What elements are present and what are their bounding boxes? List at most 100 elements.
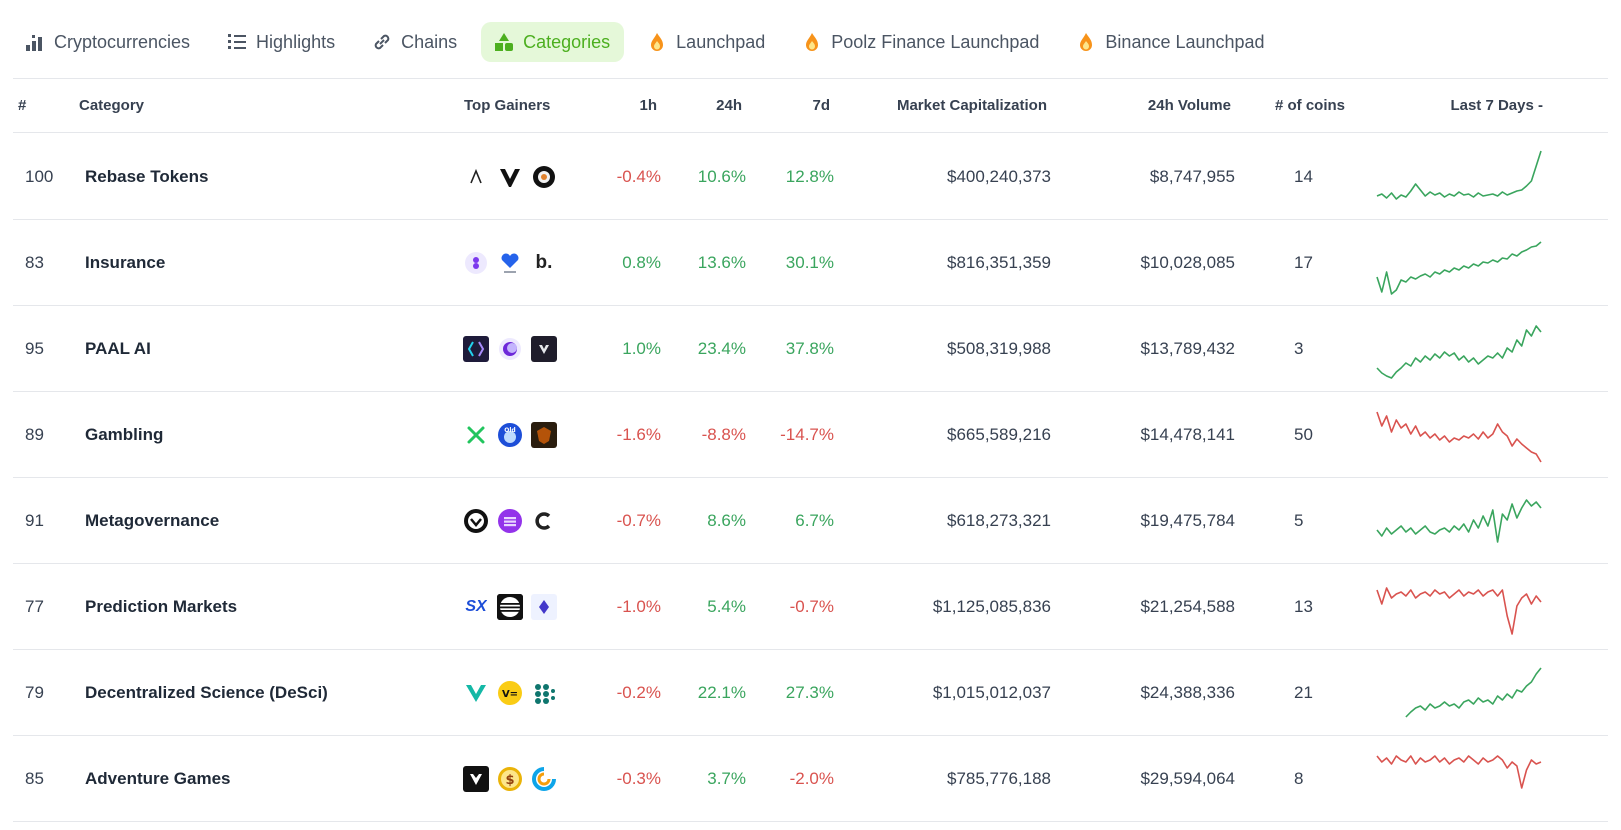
market-cap-cell: $508,319,988 bbox=[947, 339, 1051, 358]
category-link[interactable]: Prediction Markets bbox=[85, 597, 238, 616]
table-row[interactable]: 89 Gambling Old -1.6% -8.8% -14.7% $665,589,21… bbox=[13, 392, 1608, 478]
coins-count: 17 bbox=[1294, 253, 1313, 272]
token-shield-icon[interactable] bbox=[531, 164, 557, 190]
category-link[interactable]: Insurance bbox=[85, 253, 166, 272]
top-gainers-icons: SX bbox=[463, 594, 565, 620]
top-gainers-icons: b. bbox=[463, 250, 565, 276]
category-link[interactable]: PAAL AI bbox=[85, 339, 151, 358]
c-logo-icon[interactable] bbox=[531, 508, 557, 534]
last-7-days-header[interactable]: Last 7 Days - bbox=[1450, 97, 1543, 114]
24h-header[interactable]: 24h bbox=[716, 97, 742, 114]
flame-icon bbox=[646, 31, 668, 53]
change-24h: 5.4% bbox=[707, 597, 746, 616]
svg-text:$: $ bbox=[505, 773, 514, 788]
mask-icon[interactable] bbox=[463, 766, 489, 792]
tab-highlights[interactable]: Highlights bbox=[214, 22, 349, 62]
7d-header[interactable]: 7d bbox=[812, 97, 830, 114]
table-row[interactable]: 91 Metagovernance -0.7% 8.6% 6.7% $618,273,32… bbox=[13, 478, 1608, 564]
rank-cell: 83 bbox=[25, 253, 44, 272]
list-ordered-icon bbox=[226, 31, 248, 53]
table-row[interactable]: 83 Insurance b. 0.8% 13.6% 30.1% $816,351,359 $… bbox=[13, 220, 1608, 306]
sparkline-7d bbox=[1376, 411, 1542, 463]
tab-label: Categories bbox=[523, 31, 611, 52]
x-cross-icon[interactable] bbox=[463, 422, 489, 448]
table-row[interactable]: 95 PAAL AI 1.0% 23.4% 37.8% $508,319,988 $13,7… bbox=[13, 306, 1608, 392]
category-link[interactable]: Adventure Games bbox=[85, 769, 231, 788]
category-link[interactable]: Decentralized Science (DeSci) bbox=[85, 683, 328, 702]
volume-cell: $14,478,141 bbox=[1140, 425, 1235, 444]
paal-bracket-icon[interactable] bbox=[463, 336, 489, 362]
change-24h: -8.8% bbox=[701, 425, 746, 444]
sparkline-7d bbox=[1376, 150, 1542, 200]
coins-count: 3 bbox=[1294, 339, 1304, 358]
sparkline-path bbox=[1376, 755, 1542, 789]
diamond-icon[interactable] bbox=[531, 594, 557, 620]
tab-categories[interactable]: Categories bbox=[481, 22, 625, 62]
coins-count: 8 bbox=[1294, 769, 1304, 788]
change-1h: -1.6% bbox=[616, 425, 661, 444]
top-gainers-icons: $ bbox=[463, 766, 565, 792]
dots-grid-icon[interactable] bbox=[531, 680, 557, 706]
link-icon bbox=[371, 31, 393, 53]
wolf-logo-icon[interactable] bbox=[497, 164, 523, 190]
b-dot-icon[interactable]: b. bbox=[535, 252, 553, 273]
volume-cell: $10,028,085 bbox=[1140, 253, 1235, 272]
tab-label: Cryptocurrencies bbox=[54, 31, 191, 52]
shield-game-icon[interactable] bbox=[531, 422, 557, 448]
tab-label: Binance Launchpad bbox=[1105, 31, 1265, 52]
market-cap-cell: $785,776,188 bbox=[947, 769, 1051, 788]
dollar-coin-icon[interactable]: $ bbox=[497, 766, 523, 792]
change-7d: -0.7% bbox=[789, 597, 834, 616]
category-nav: Cryptocurrencies Highlights Chains Categori… bbox=[12, 22, 1289, 62]
change-7d: 37.8% bbox=[785, 339, 834, 358]
rank-cell: 100 bbox=[25, 167, 54, 186]
moon-coin-icon[interactable] bbox=[497, 336, 523, 362]
fairy-heart-icon[interactable] bbox=[497, 250, 523, 276]
vf-coin-icon[interactable]: V= bbox=[497, 680, 523, 706]
table-row[interactable]: 79 Decentralized Science (DeSci) V= -0.2% 22… bbox=[13, 650, 1608, 736]
tab-poolz-finance-launchpad[interactable]: Poolz Finance Launchpad bbox=[789, 22, 1053, 62]
sx-logo-icon[interactable]: SX bbox=[465, 598, 487, 615]
stack-coin-icon[interactable] bbox=[497, 508, 523, 534]
category-header[interactable]: Category bbox=[79, 97, 145, 114]
stripes-circle-icon[interactable] bbox=[497, 594, 523, 620]
v-shield-icon[interactable] bbox=[531, 336, 557, 362]
heart-ring-icon[interactable] bbox=[463, 508, 489, 534]
tab-binance-launchpad[interactable]: Binance Launchpad bbox=[1063, 22, 1278, 62]
rank-header[interactable]: # bbox=[18, 97, 27, 114]
change-1h: -0.2% bbox=[616, 683, 661, 702]
tab-label: Chains bbox=[401, 31, 458, 52]
v-heart-icon[interactable] bbox=[463, 680, 489, 706]
change-7d: 27.3% bbox=[785, 683, 834, 702]
top-gainers-icons bbox=[463, 508, 565, 534]
category-link[interactable]: Rebase Tokens bbox=[85, 167, 209, 186]
ampleforth-icon[interactable] bbox=[463, 164, 489, 190]
change-7d: -14.7% bbox=[780, 425, 834, 444]
table-row[interactable]: 85 Adventure Games $ -0.3% 3.7% -2.0% $785,776… bbox=[13, 736, 1608, 822]
table-top-divider bbox=[13, 78, 1608, 79]
category-link[interactable]: Metagovernance bbox=[85, 511, 220, 530]
1h-header[interactable]: 1h bbox=[639, 97, 657, 114]
table-row[interactable]: 100 Rebase Tokens -0.4% 10.6% 12.8% $400,240,… bbox=[13, 134, 1608, 220]
sparkline-path bbox=[1376, 411, 1542, 463]
change-24h: 8.6% bbox=[707, 511, 746, 530]
market-cap-cell: $1,125,085,836 bbox=[932, 597, 1051, 616]
swirl-icon[interactable] bbox=[531, 766, 557, 792]
purple-drop-icon[interactable] bbox=[463, 250, 489, 276]
old-circle-icon[interactable]: Old bbox=[497, 422, 523, 448]
market-cap-header[interactable]: Market Capitalization bbox=[896, 97, 1047, 114]
flame-icon bbox=[801, 31, 823, 53]
sparkline-path bbox=[1376, 587, 1542, 635]
tab-chains[interactable]: Chains bbox=[359, 22, 471, 62]
volume-header[interactable]: 24h Volume bbox=[1147, 97, 1231, 114]
svg-text:Old: Old bbox=[504, 427, 515, 434]
table-row[interactable]: 77 Prediction Markets SX -1.0% 5.4% -0.7% $1,1… bbox=[13, 564, 1608, 650]
tab-cryptocurrencies[interactable]: Cryptocurrencies bbox=[12, 22, 204, 62]
change-24h: 3.7% bbox=[707, 769, 746, 788]
coins-header[interactable]: # of coins bbox=[1274, 97, 1345, 114]
coins-count: 50 bbox=[1294, 425, 1313, 444]
tab-launchpad[interactable]: Launchpad bbox=[634, 22, 779, 62]
category-link[interactable]: Gambling bbox=[85, 425, 164, 444]
flame-icon bbox=[1075, 31, 1097, 53]
tab-label: Poolz Finance Launchpad bbox=[831, 31, 1040, 52]
